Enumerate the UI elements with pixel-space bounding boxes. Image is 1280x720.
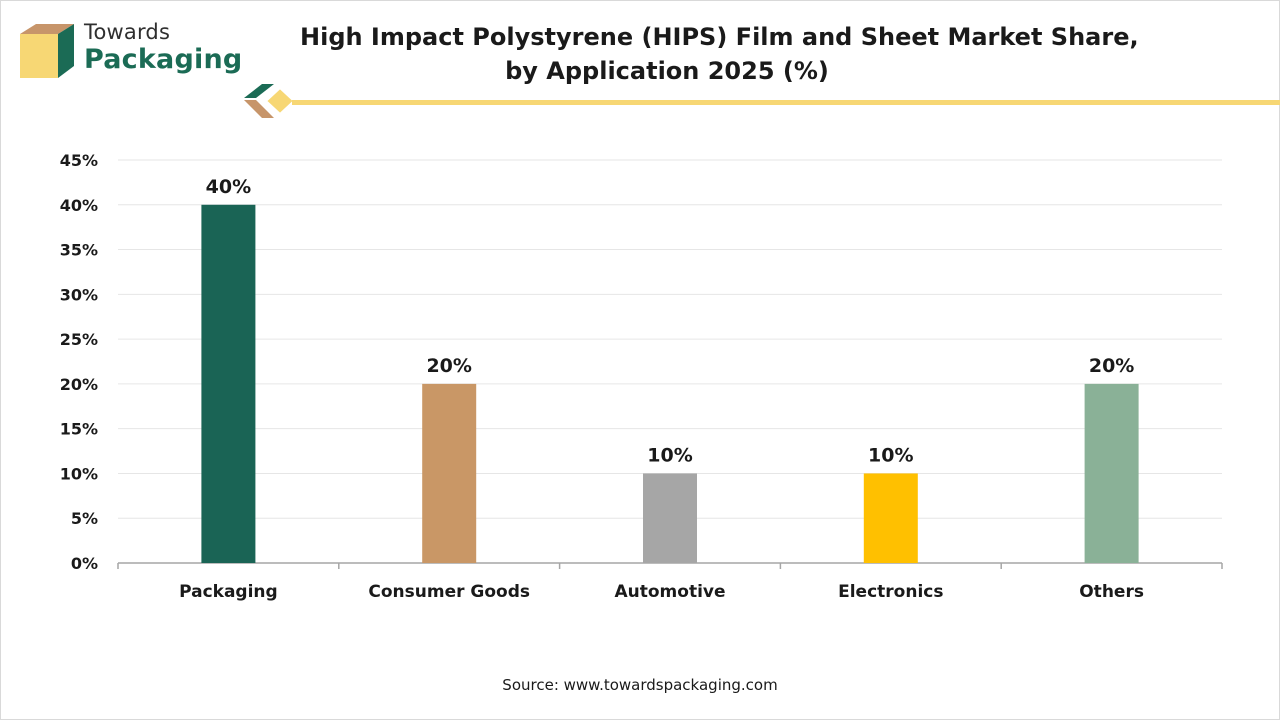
- y-tick-label: 0%: [71, 554, 98, 573]
- brand-name-line1: Towards: [84, 20, 171, 44]
- bar: [643, 473, 697, 563]
- x-category-label: Electronics: [838, 582, 943, 602]
- brand-name-line2: Packaging: [84, 44, 243, 75]
- x-category-label: Packaging: [179, 582, 278, 602]
- bar: [201, 204, 256, 563]
- bar: [863, 473, 918, 563]
- logo-box-icon: [20, 24, 74, 78]
- source-note: Source: www.towardspackaging.com: [502, 676, 778, 694]
- y-tick-label: 25%: [60, 330, 98, 349]
- chart-title-line1: High Impact Polystyrene (HIPS) Film and …: [300, 23, 1139, 51]
- y-tick-label: 45%: [60, 151, 98, 170]
- y-tick-label: 30%: [60, 285, 98, 304]
- brand-logo: Towards Packaging: [18, 18, 248, 82]
- bar-value-label: 20%: [1089, 355, 1134, 377]
- divider-ornament-icon: [244, 84, 296, 118]
- bar-value-label: 40%: [206, 176, 251, 198]
- bar: [1084, 383, 1139, 563]
- title-divider-line: [292, 100, 1280, 105]
- x-category-label: Others: [1079, 582, 1144, 602]
- chart-title: High Impact Polystyrene (HIPS) Film and …: [300, 20, 1139, 88]
- y-tick-label: 40%: [60, 196, 98, 215]
- bar-value-label: 10%: [868, 444, 913, 466]
- y-tick-label: 35%: [60, 241, 98, 260]
- x-category-label: Consumer Goods: [368, 582, 530, 602]
- bar: [422, 383, 477, 563]
- y-tick-label: 10%: [60, 464, 98, 483]
- chart-title-line2: by Application 2025 (%): [505, 57, 829, 85]
- bar-value-label: 20%: [426, 355, 471, 377]
- x-category-label: Automotive: [614, 582, 725, 602]
- y-tick-label: 20%: [60, 375, 98, 394]
- y-tick-label: 15%: [60, 420, 98, 439]
- y-tick-label: 5%: [71, 509, 98, 528]
- bar-value-label: 10%: [647, 444, 692, 466]
